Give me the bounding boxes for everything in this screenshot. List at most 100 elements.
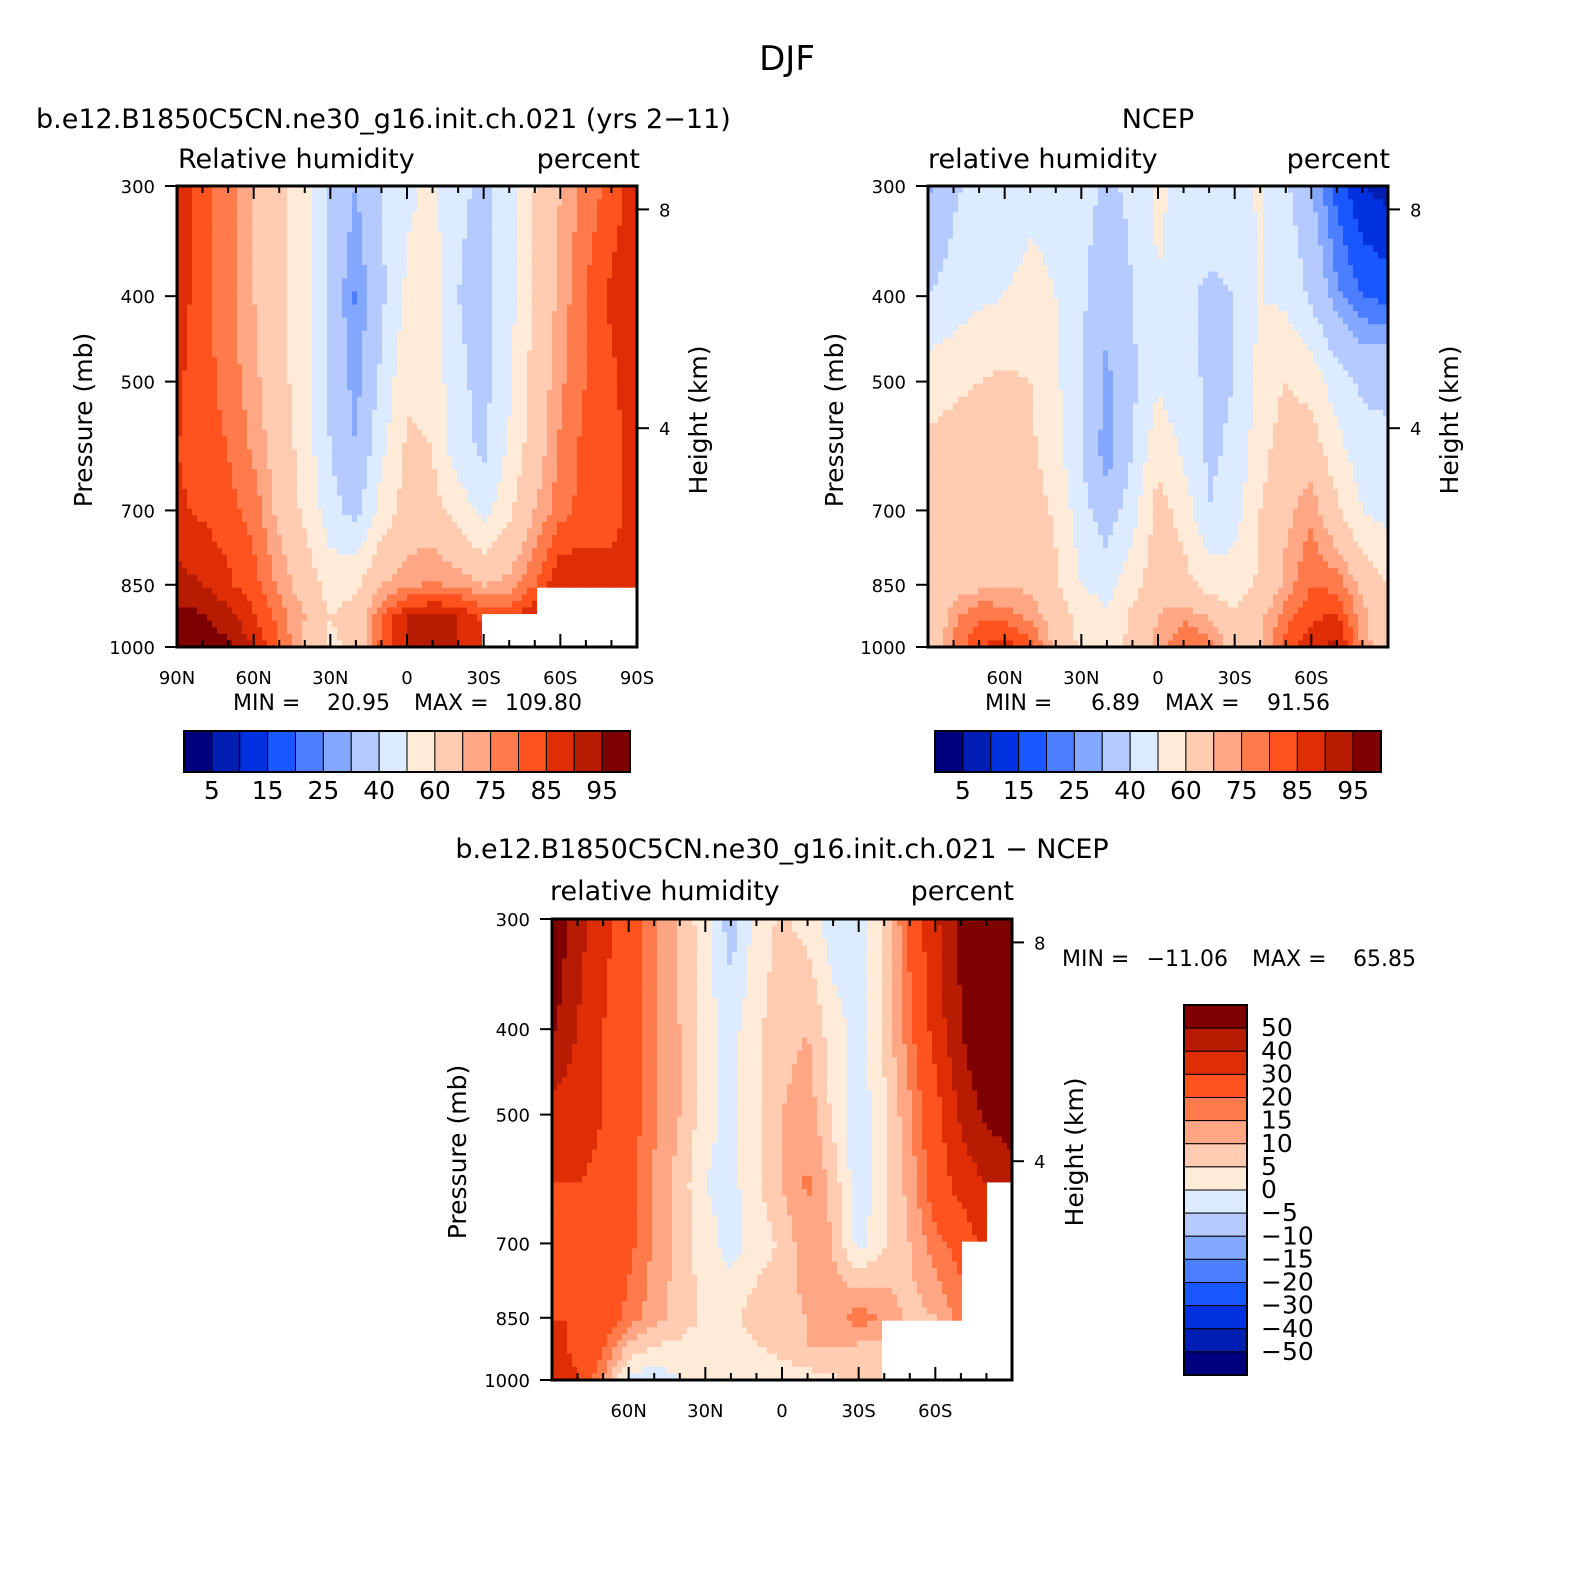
field-cell xyxy=(387,443,393,450)
field-cell xyxy=(367,496,373,503)
field-cell xyxy=(582,496,588,503)
field-cell xyxy=(437,528,443,535)
field-cell xyxy=(187,515,193,522)
field-cell xyxy=(337,226,343,233)
field-cell xyxy=(382,522,388,529)
field-cell xyxy=(412,285,418,292)
field-cell xyxy=(617,331,623,338)
field-cell xyxy=(437,364,443,371)
field-cell xyxy=(357,417,363,424)
field-cell xyxy=(257,502,263,509)
field-cell xyxy=(432,212,438,219)
field-cell xyxy=(442,351,448,358)
field-cell xyxy=(217,522,223,529)
field-cell xyxy=(437,463,443,470)
field-cell xyxy=(447,535,453,542)
field-cell xyxy=(322,245,328,252)
field-cell xyxy=(232,351,238,358)
field-cell xyxy=(432,265,438,272)
field-cell xyxy=(402,265,408,272)
field-cell xyxy=(507,496,513,503)
field-cell xyxy=(352,305,358,312)
field-cell xyxy=(282,193,288,200)
field-cell xyxy=(262,324,268,331)
field-cell xyxy=(322,232,328,239)
field-cell xyxy=(612,482,618,489)
field-cell xyxy=(247,403,253,410)
field-cell xyxy=(197,370,203,377)
field-cell xyxy=(352,397,358,404)
field-cell xyxy=(457,502,463,509)
field-cell xyxy=(362,212,368,219)
field-cell xyxy=(542,522,548,529)
field-cell xyxy=(267,298,273,305)
field-cell xyxy=(617,403,623,410)
field-cell xyxy=(407,509,413,516)
field-cell xyxy=(532,476,538,483)
field-cell xyxy=(297,239,303,246)
field-cell xyxy=(422,384,428,391)
field-cell xyxy=(262,212,268,219)
field-cell xyxy=(532,357,538,364)
field-cell xyxy=(417,463,423,470)
field-cell xyxy=(502,318,508,325)
field-cell xyxy=(312,226,318,233)
field-cell xyxy=(472,305,478,312)
field-cell xyxy=(482,337,488,344)
field-cell xyxy=(387,318,393,325)
field-cell xyxy=(417,535,423,542)
field-cell xyxy=(347,311,353,318)
field-cell xyxy=(347,239,353,246)
field-cell xyxy=(617,219,623,226)
field-cell xyxy=(437,311,443,318)
field-cell xyxy=(577,502,583,509)
field-cell xyxy=(447,410,453,417)
field-cell xyxy=(532,199,538,206)
field-cell xyxy=(337,502,343,509)
field-cell xyxy=(267,212,273,219)
field-cell xyxy=(297,278,303,285)
field-cell xyxy=(537,226,543,233)
field-cell xyxy=(552,384,558,391)
field-cell xyxy=(587,193,593,200)
field-cell xyxy=(422,476,428,483)
field-cell xyxy=(297,430,303,437)
field-cell xyxy=(607,311,613,318)
field-cell xyxy=(287,258,293,265)
field-cell xyxy=(337,337,343,344)
field-cell xyxy=(222,535,228,542)
field-cell xyxy=(502,469,508,476)
field-cell xyxy=(257,476,263,483)
field-cell xyxy=(497,337,503,344)
field-cell xyxy=(592,410,598,417)
field-cell xyxy=(227,364,233,371)
field-cell xyxy=(537,397,543,404)
field-cell xyxy=(582,482,588,489)
field-cell xyxy=(477,324,483,331)
field-cell xyxy=(212,502,218,509)
field-cell xyxy=(212,252,218,259)
field-cell xyxy=(272,305,278,312)
field-cell xyxy=(192,272,198,279)
field-cell xyxy=(542,199,548,206)
field-cell xyxy=(272,318,278,325)
field-cell xyxy=(257,252,263,259)
field-cell xyxy=(227,265,233,272)
field-cell xyxy=(307,463,313,470)
field-cell xyxy=(522,318,528,325)
field-cell xyxy=(432,311,438,318)
field-cell xyxy=(442,344,448,351)
field-cell xyxy=(332,364,338,371)
field-cell xyxy=(202,265,208,272)
field-cell xyxy=(192,193,198,200)
field-cell xyxy=(537,496,543,503)
field-cell xyxy=(462,364,468,371)
field-cell xyxy=(562,509,568,516)
field-cell xyxy=(472,449,478,456)
field-cell xyxy=(422,331,428,338)
field-cell xyxy=(247,265,253,272)
field-cell xyxy=(417,370,423,377)
field-cell xyxy=(577,370,583,377)
field-cell xyxy=(187,463,193,470)
field-cell xyxy=(427,212,433,219)
